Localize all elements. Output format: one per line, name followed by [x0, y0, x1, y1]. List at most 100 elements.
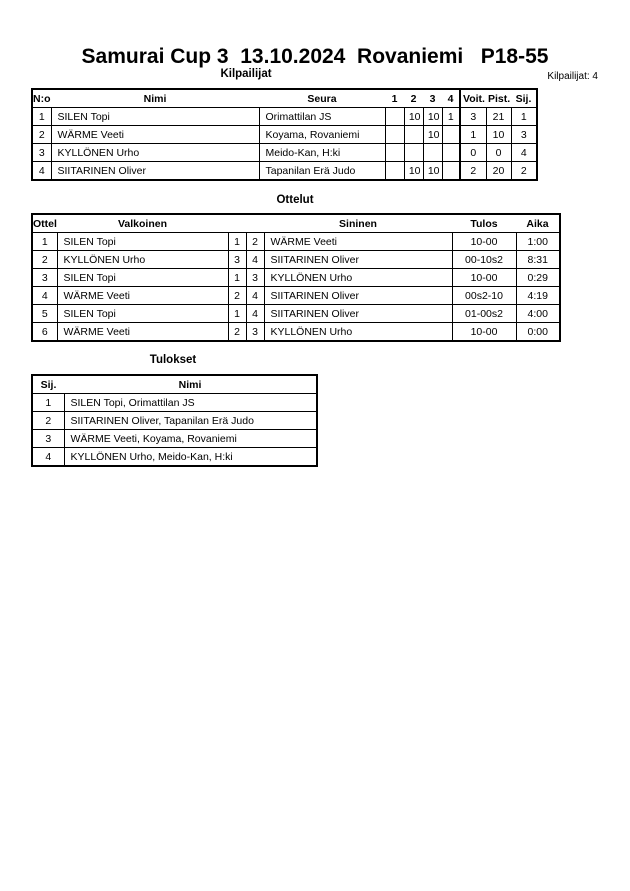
table-cell: 3: [510, 125, 538, 144]
table-cell: SILEN Topi: [56, 232, 229, 251]
table-row: 4 KYLLÖNEN Urho, Meido-Kan, H:ki: [31, 447, 318, 467]
table-cell: 4: [510, 143, 538, 162]
competitor-count: Kilpailijat: 4: [547, 71, 598, 82]
table-cell: [422, 143, 443, 162]
table-cell: [441, 161, 461, 181]
table-cell: [403, 125, 424, 144]
table-row: 3 WÄRME Veeti, Koyama, Rovaniemi: [31, 429, 318, 448]
table-cell: 0:00: [515, 322, 561, 342]
table-cell: 1: [227, 232, 247, 251]
table-cell: 2: [31, 125, 52, 144]
table-cell: KYLLÖNEN Urho: [50, 143, 260, 162]
table-cell: 10: [403, 161, 424, 181]
table-row: 2 SIITARINEN Oliver, Tapanilan Erä Judo: [31, 411, 318, 430]
table-cell: 3: [31, 143, 52, 162]
competitors-table: N:o Nimi Seura 1 2 3 4 Voit. Pist. Sij. 1 SILEN Top…: [31, 88, 538, 181]
table-cell: 2: [31, 411, 65, 430]
column-header: Sij.: [511, 89, 537, 108]
table-cell: [384, 143, 405, 162]
column-header: 3: [423, 89, 442, 108]
table-cell: 1: [510, 107, 538, 126]
table-row: 3 KYLLÖNEN Urho Meido-Kan, H:ki 0 0 4: [31, 143, 538, 162]
table-cell: KYLLÖNEN Urho: [263, 268, 453, 287]
table-cell: 10: [422, 125, 443, 144]
table-cell: KYLLÖNEN Urho, Meido-Kan, H:ki: [63, 447, 318, 467]
column-header: Tulos: [452, 214, 516, 233]
competitors-heading: Kilpailijat: [220, 68, 272, 80]
table-cell: 10: [422, 107, 443, 126]
table-cell: 4: [31, 161, 52, 181]
column-header: Pist.: [486, 89, 511, 108]
table-row: 6 WÄRME Veeti 2 3 KYLLÖNEN Urho 10-00 0:00: [31, 322, 561, 342]
table-row: 1 SILEN Topi Orimattilan JS 10 10 1 3 21 1: [31, 107, 538, 126]
table-cell: Tapanilan Erä Judo: [258, 161, 386, 181]
table-cell: 20: [485, 161, 512, 181]
column-header: Valkoinen: [57, 214, 228, 233]
table-cell: 2: [459, 161, 487, 181]
table-header: N:o Nimi Seura 1 2 3 4 Voit. Pist. Sij.: [32, 89, 537, 108]
table-cell: 4: [31, 447, 65, 467]
table-cell: 4: [31, 286, 58, 305]
table-cell: 1: [227, 268, 247, 287]
table-cell: WÄRME Veeti: [263, 232, 453, 251]
column-header: 1: [385, 89, 404, 108]
table-cell: 2: [245, 232, 265, 251]
table-cell: 1: [31, 107, 52, 126]
table-cell: SIITARINEN Oliver: [263, 250, 453, 269]
table-cell: [384, 107, 405, 126]
column-header: Voit.: [459, 89, 486, 108]
table-cell: WÄRME Veeti: [56, 286, 229, 305]
table-cell: 3: [459, 107, 487, 126]
table-cell: Koyama, Rovaniemi: [258, 125, 386, 144]
table-row: 1 SILEN Topi, Orimattilan JS: [31, 393, 318, 412]
table-cell: 3: [245, 268, 265, 287]
table-cell: 4:00: [515, 304, 561, 323]
results-heading: Tulokset: [149, 354, 197, 366]
column-header: Nimi: [51, 89, 259, 108]
page-title: Samurai Cup 3 13.10.2024 Rovaniemi P18-5…: [81, 45, 549, 68]
table-header: Sij. Nimi: [32, 375, 317, 394]
column-header: Nimi: [64, 375, 317, 394]
results-table: Sij. Nimi 1 SILEN Topi, Orimattilan JS 2 SIIT…: [31, 374, 318, 467]
table-cell: SIITARINEN Oliver: [50, 161, 260, 181]
table-cell: KYLLÖNEN Urho: [56, 250, 229, 269]
matches-heading: Ottelut: [276, 194, 314, 206]
table-cell: 2: [31, 250, 58, 269]
table-cell: 10: [485, 125, 512, 144]
column-header: Aika: [516, 214, 560, 233]
column-header: 4: [442, 89, 460, 108]
table-row: 2 KYLLÖNEN Urho 3 4 SIITARINEN Oliver 00-10s2…: [31, 250, 561, 269]
table-cell: 3: [31, 429, 65, 448]
table-cell: 00s2-10: [451, 286, 517, 305]
table-cell: 1: [441, 107, 461, 126]
column-header: Ottelu: [32, 214, 57, 233]
column-header: [228, 214, 246, 233]
table-cell: 10-00: [451, 232, 517, 251]
table-cell: [384, 125, 405, 144]
table-cell: 1: [227, 304, 247, 323]
table-row: 4 WÄRME Veeti 2 4 SIITARINEN Oliver 00s2-10 4:…: [31, 286, 561, 305]
table-row: 1 SILEN Topi 1 2 WÄRME Veeti 10-00 1:00: [31, 232, 561, 251]
table-cell: SILEN Topi, Orimattilan JS: [63, 393, 318, 412]
table-row: 4 SIITARINEN Oliver Tapanilan Erä Judo 10 10…: [31, 161, 538, 181]
table-cell: Orimattilan JS: [258, 107, 386, 126]
table-cell: 2: [227, 322, 247, 342]
table-cell: 4:19: [515, 286, 561, 305]
table-cell: 2: [227, 286, 247, 305]
table-cell: 4: [245, 250, 265, 269]
table-cell: 3: [227, 250, 247, 269]
table-cell: SILEN Topi: [56, 304, 229, 323]
table-row: 2 WÄRME Veeti Koyama, Rovaniemi 10 1 10 3: [31, 125, 538, 144]
table-cell: 21: [485, 107, 512, 126]
table-cell: 3: [31, 268, 58, 287]
table-cell: Meido-Kan, H:ki: [258, 143, 386, 162]
table-cell: 2: [510, 161, 538, 181]
table-cell: KYLLÖNEN Urho: [263, 322, 453, 342]
column-header: [246, 214, 264, 233]
table-cell: 10-00: [451, 322, 517, 342]
table-cell: 1: [31, 232, 58, 251]
table-row: 5 SILEN Topi 1 4 SIITARINEN Oliver 01-00s2 4:0…: [31, 304, 561, 323]
table-cell: 5: [31, 304, 58, 323]
table-cell: 01-00s2: [451, 304, 517, 323]
